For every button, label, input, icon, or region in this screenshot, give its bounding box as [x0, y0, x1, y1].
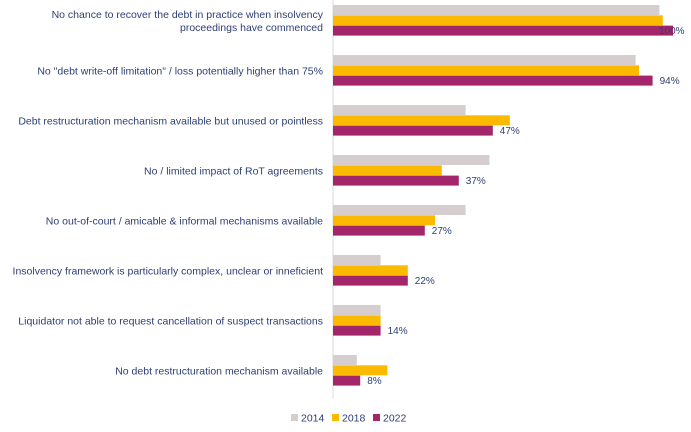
legend-swatch-2022	[373, 414, 380, 421]
category-label-line: No chance to recover the debt in practic…	[52, 9, 324, 21]
category-label: No chance to recover the debt in practic…	[52, 9, 324, 34]
bar-2018-7	[333, 315, 381, 326]
bar-2018-8	[333, 365, 388, 376]
category-label: No "debt write-off limitation" / loss po…	[37, 65, 323, 77]
category-label: No debt restructuration mechanism availa…	[115, 365, 323, 377]
bar-2018-4	[333, 165, 442, 176]
data-label: 22%	[415, 276, 435, 287]
bar-2014-7	[333, 305, 381, 315]
category-label: Liquidator not able to request cancellat…	[18, 315, 323, 327]
legend-label-2022: 2022	[383, 413, 407, 425]
bar-2014-2	[333, 55, 636, 65]
category-label-line: No "debt write-off limitation" / loss po…	[37, 65, 323, 77]
data-label: 100%	[659, 26, 685, 37]
category-label: No out-of-court / amicable & informal me…	[46, 215, 323, 227]
data-label: 94%	[660, 76, 680, 87]
bar-2014-5	[333, 205, 466, 215]
bar-2022-3	[333, 125, 493, 136]
bar-2014-3	[333, 105, 466, 115]
legend-swatch-2014	[291, 414, 298, 421]
category-label: Insolvency framework is particularly com…	[13, 265, 324, 277]
bar-2018-2	[333, 65, 639, 76]
data-label: 8%	[367, 376, 382, 387]
bar-2022-2	[333, 75, 653, 86]
category-label-line: No / limited impact of RoT agreements	[144, 165, 323, 177]
bar-2022-5	[333, 225, 425, 236]
category-label: No / limited impact of RoT agreements	[144, 165, 323, 177]
bar-2022-4	[333, 175, 459, 186]
bar-2022-6	[333, 275, 408, 286]
data-label: 14%	[388, 326, 408, 337]
category-label-line: Liquidator not able to request cancellat…	[18, 315, 323, 327]
bar-2018-1	[333, 15, 663, 26]
bar-2014-8	[333, 355, 357, 365]
bar-2018-5	[333, 215, 435, 226]
data-label: 27%	[432, 226, 452, 237]
data-label: 47%	[500, 126, 520, 137]
legend-label-2014: 2014	[301, 413, 325, 425]
bar-2014-6	[333, 255, 381, 265]
bar-2022-8	[333, 375, 361, 386]
bar-2022-7	[333, 325, 381, 336]
category-label-line: Insolvency framework is particularly com…	[13, 265, 324, 277]
category-label-line: No out-of-court / amicable & informal me…	[46, 215, 323, 227]
bar-2022-1	[333, 25, 673, 36]
category-label: Debt restructuration mechanism available…	[18, 115, 323, 127]
bar-2018-3	[333, 115, 510, 126]
category-label-line: No debt restructuration mechanism availa…	[115, 365, 323, 377]
category-label-line: proceedings have commenced	[180, 22, 323, 34]
legend-label-2018: 2018	[342, 413, 366, 425]
legend-swatch-2018	[332, 414, 339, 421]
bar-2018-6	[333, 265, 408, 276]
bar-2014-4	[333, 155, 490, 165]
bar-2014-1	[333, 5, 660, 15]
data-label: 37%	[466, 176, 486, 187]
category-label-line: Debt restructuration mechanism available…	[18, 115, 323, 127]
